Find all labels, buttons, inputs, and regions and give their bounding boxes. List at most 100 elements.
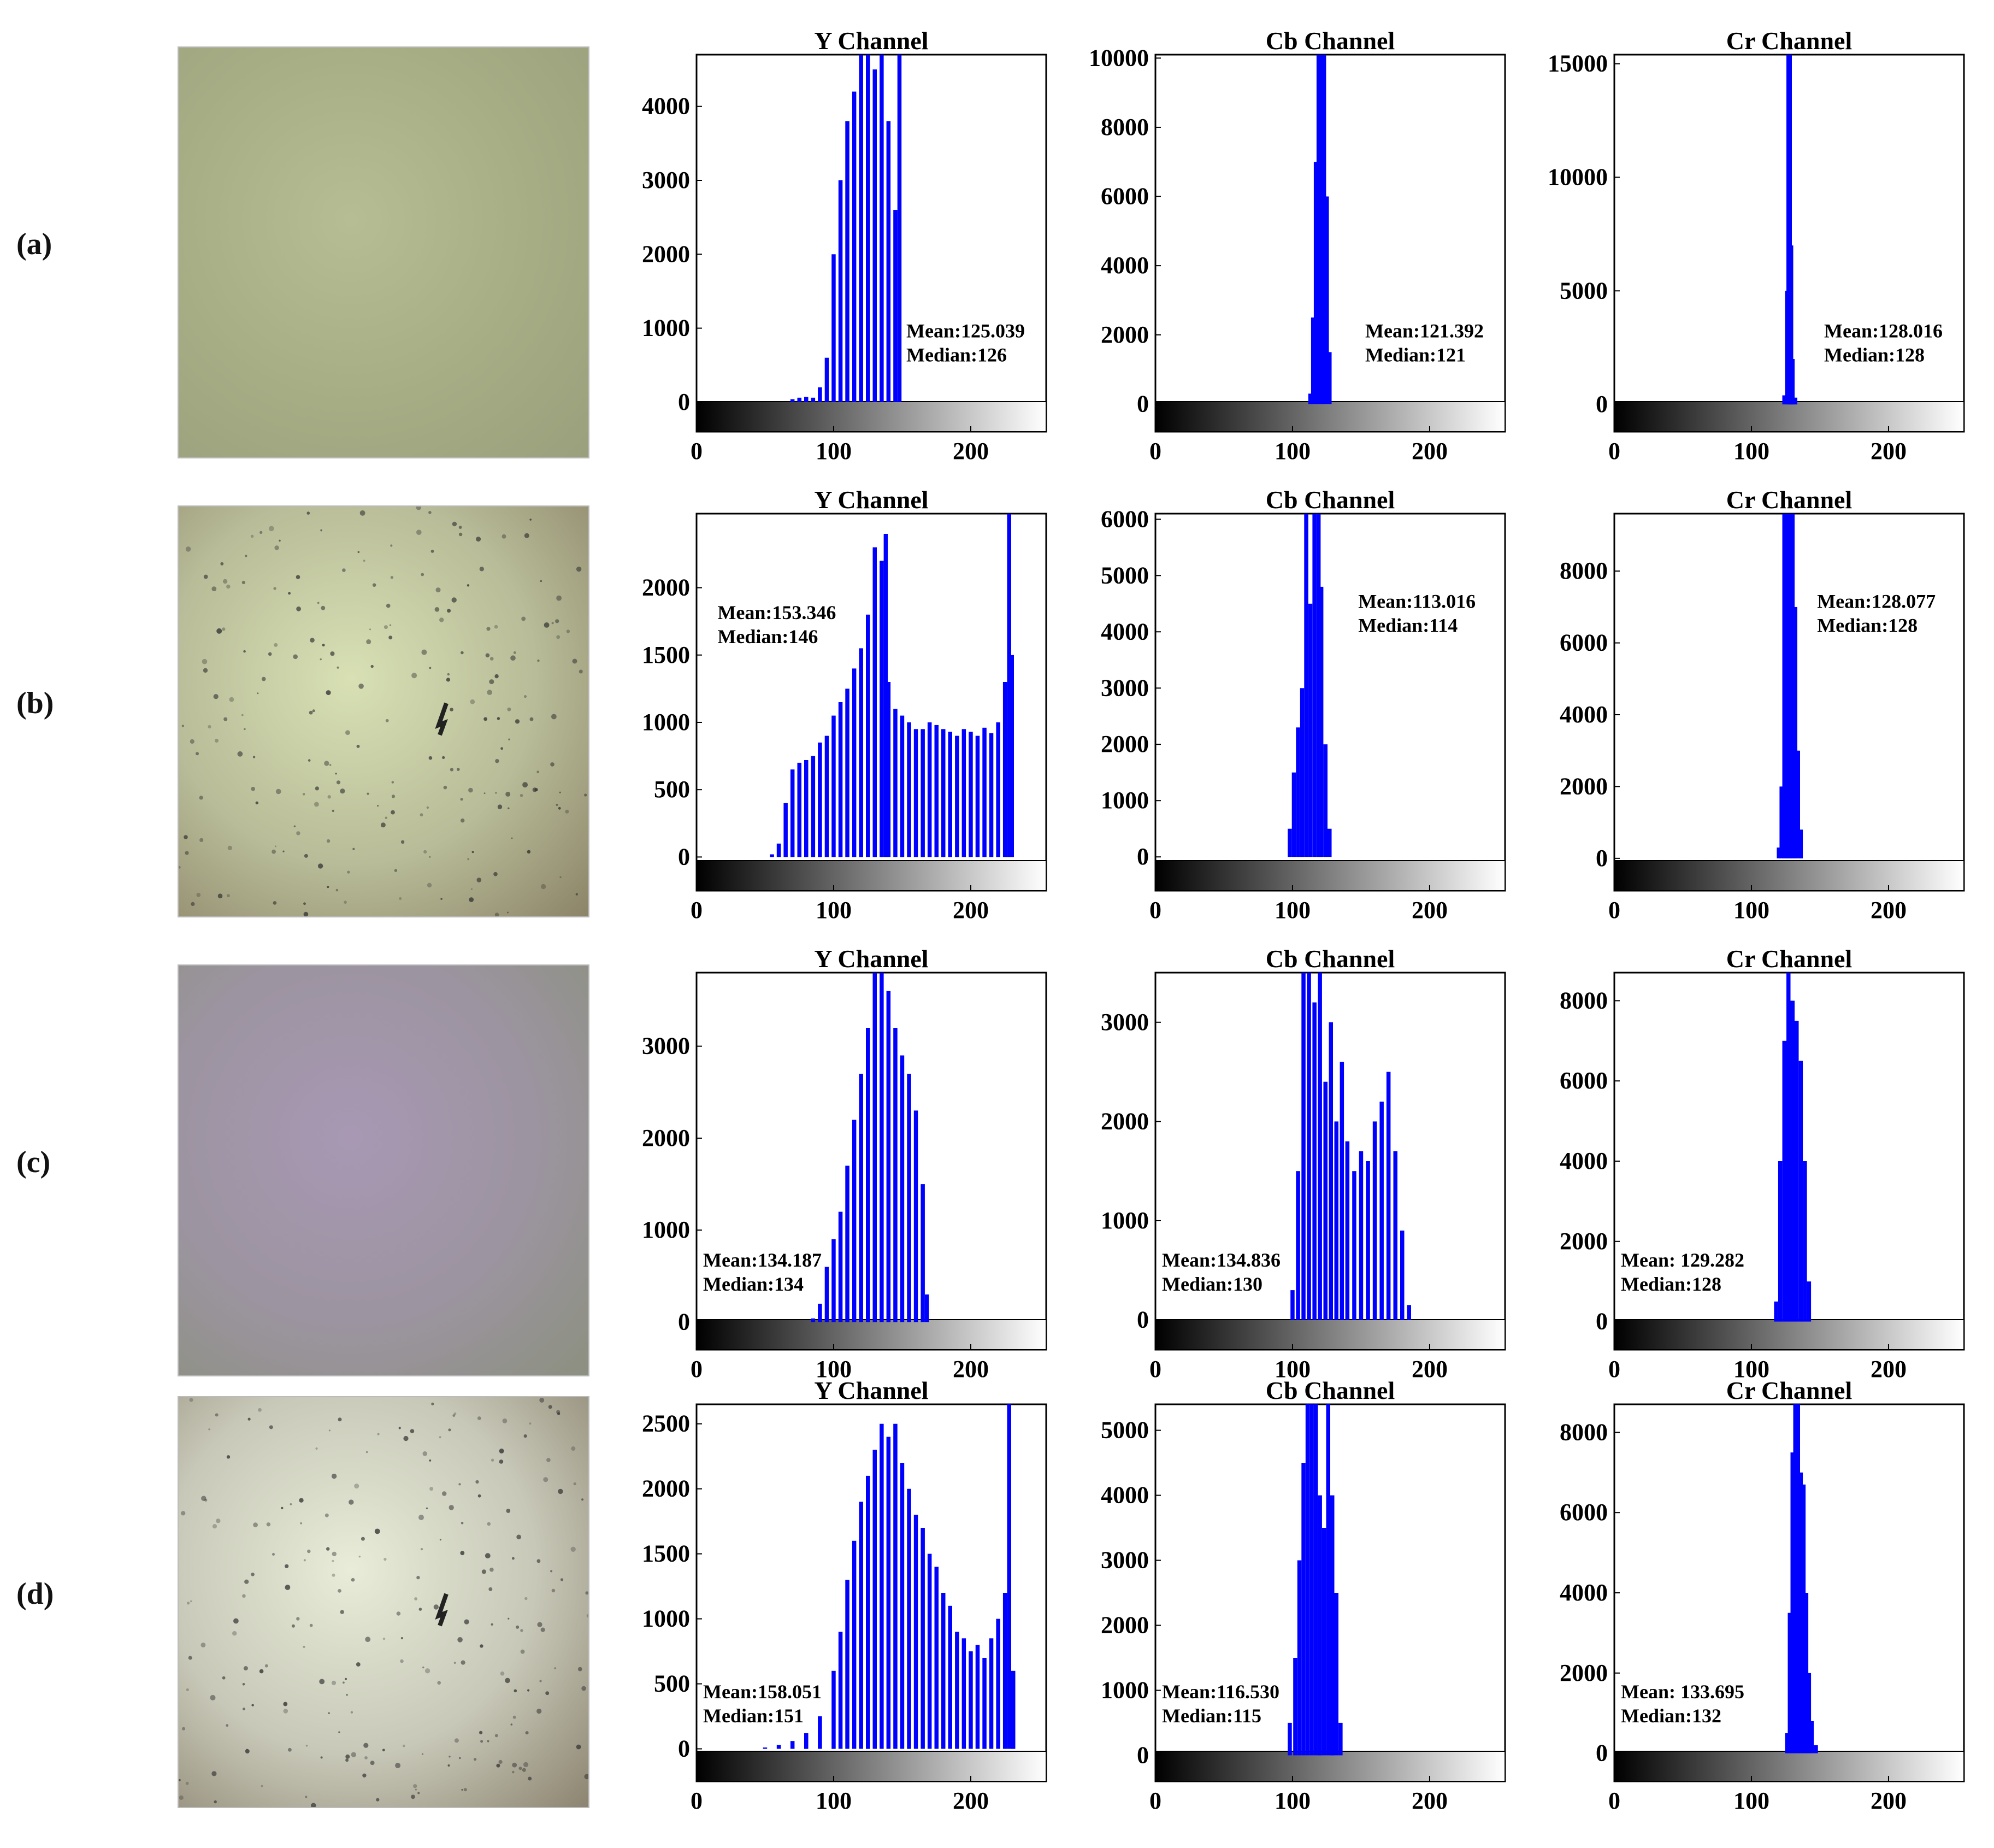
histogram-bar [1790, 1452, 1795, 1753]
speck [449, 1756, 451, 1758]
y-tick-label: 2000 [642, 1475, 690, 1502]
histogram-bar [859, 1502, 863, 1749]
speck [537, 1622, 542, 1627]
speck [502, 1419, 508, 1423]
histogram-bar [852, 1540, 857, 1749]
speck [332, 809, 334, 813]
histogram-bar [1804, 1593, 1809, 1753]
histogram-bar [776, 843, 781, 857]
speck [385, 719, 389, 722]
speck [487, 690, 492, 695]
mean-annotation: Mean:116.530 [1162, 1681, 1279, 1703]
histogram-bar [866, 614, 870, 857]
speck [338, 1417, 342, 1422]
speck [237, 751, 243, 757]
x-tick-label: 0 [1149, 438, 1161, 464]
chart-title: Y Channel [814, 945, 928, 973]
histogram-bar [852, 91, 857, 402]
histogram-bar [831, 1239, 836, 1322]
speck [429, 1487, 434, 1491]
speck [420, 813, 423, 817]
speck [250, 534, 254, 538]
speck [556, 804, 558, 806]
speck [516, 1534, 521, 1540]
speck [261, 1785, 263, 1787]
speck [356, 744, 360, 748]
x-tick-label: 200 [953, 1356, 989, 1382]
speck [332, 1551, 337, 1557]
speck [312, 709, 315, 713]
histogram-bar [1798, 1472, 1803, 1753]
histogram-bar [969, 732, 973, 857]
speck [476, 537, 481, 542]
speck [332, 1559, 334, 1562]
speck [430, 550, 434, 553]
speck [274, 845, 276, 848]
histogram-bar [975, 735, 980, 857]
plot-frame [695, 54, 1047, 433]
speck [476, 878, 482, 882]
speck [496, 1763, 500, 1768]
histogram-bar [1338, 1722, 1343, 1756]
speck [400, 1637, 403, 1640]
speck [450, 708, 453, 711]
speck [247, 1417, 251, 1421]
histogram-bar [783, 803, 788, 857]
speck [480, 1644, 483, 1648]
median-annotation: Median:128 [1824, 344, 1925, 366]
histogram-bar [872, 69, 877, 402]
y-tick-label: 0 [678, 843, 690, 870]
histogram-bar [838, 702, 843, 857]
y-tick-label: 0 [1596, 1740, 1608, 1767]
histogram-bar [1330, 1495, 1335, 1756]
speck [214, 738, 219, 743]
speck [495, 759, 499, 763]
speck [477, 1416, 481, 1420]
y-tick-label: 1000 [642, 1605, 690, 1632]
speck [403, 1435, 409, 1441]
histogram-bar [1782, 395, 1786, 405]
histogram-bar [797, 762, 801, 857]
histogram-bar [982, 727, 987, 857]
speck [331, 1473, 337, 1479]
speck [489, 679, 494, 685]
x-tick-label: 100 [816, 1356, 852, 1382]
y-tick-label: 2000 [1101, 321, 1149, 348]
x-tick-label: 100 [1733, 1787, 1769, 1814]
speck [229, 697, 234, 702]
speck [181, 1511, 186, 1516]
debris-mark [435, 1593, 449, 1627]
histogram-bar [790, 1741, 795, 1749]
speck [559, 791, 561, 793]
histogram-bar [893, 210, 898, 402]
histogram-bar [770, 854, 774, 857]
speck [212, 1524, 217, 1529]
speck [506, 1509, 511, 1513]
histogram-bar [989, 733, 994, 857]
x-tick-label: 0 [1608, 1787, 1620, 1814]
speck [494, 625, 498, 629]
histogram-bar [811, 756, 816, 857]
speck [245, 1749, 250, 1753]
histogram-bar [763, 1747, 768, 1749]
microscope-image [178, 505, 589, 917]
histogram-bar [811, 1318, 816, 1322]
speck [220, 562, 224, 566]
y-tick-label: 2000 [1560, 773, 1608, 799]
speck [461, 818, 465, 823]
speck [558, 1488, 563, 1494]
y-tick-label: 0 [1596, 845, 1608, 872]
speck [485, 1553, 491, 1558]
histogram-bar [886, 121, 891, 402]
histogram-bar [1322, 1528, 1326, 1756]
speck [185, 851, 189, 855]
speck [536, 770, 540, 774]
histogram-bar [961, 729, 966, 857]
speck [351, 1578, 355, 1582]
speck [244, 1579, 249, 1584]
speck [525, 1731, 529, 1735]
speck [536, 1559, 541, 1563]
speck [309, 710, 313, 715]
histogram-bar [1318, 973, 1322, 1320]
